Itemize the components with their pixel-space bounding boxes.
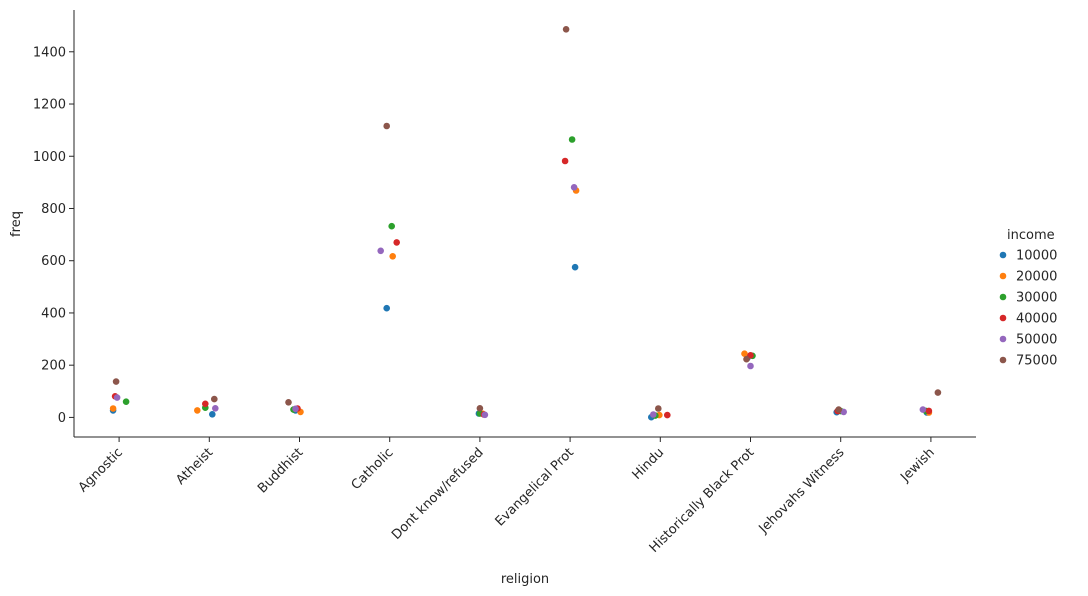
legend-marker [999,314,1007,322]
y-tick-label: 200 [41,359,66,374]
legend-entry-label: 30000 [1016,291,1057,306]
data-point [840,408,847,416]
data-point [650,411,657,418]
data-point [388,222,396,230]
x-tick-label: Buddhist [255,445,306,496]
y-tick-label: 600 [41,254,66,269]
data-point [919,406,927,413]
data-point [109,405,117,412]
data-point [383,304,391,312]
data-point [122,398,130,406]
data-point [481,411,489,419]
x-tick-label: Jewish [897,445,937,485]
data-point [570,184,578,191]
y-tick-label: 800 [41,202,66,217]
legend: income 10000 20000 30000 40000 50000 750… [999,228,1057,369]
legend-entry-label: 75000 [1016,354,1057,369]
legend-marker [999,335,1007,343]
legend-entry-label: 10000 [1016,249,1057,264]
data-point [209,411,216,418]
data-point [934,389,942,396]
data-point [212,405,219,412]
legend-entry-label: 50000 [1016,333,1057,348]
data-point [655,405,662,412]
legend-marker [999,356,1007,364]
plot-area: 0 200 400 600 800 1000 1200 1400 Agnostic Atheist… [33,10,976,556]
data-point [194,407,201,414]
data-point [112,378,120,385]
x-tick-label: Evangelical Prot [493,445,577,529]
data-point [571,263,579,271]
y-tick-label: 1200 [33,98,66,113]
data-point [561,157,569,165]
data-point [741,350,748,358]
x-tick-label: Hindu [630,445,668,483]
data-point [568,136,576,143]
data-point [664,411,671,419]
data-point [393,239,401,246]
data-point [113,394,121,401]
y-tick-label: 0 [58,411,66,426]
data-point [383,122,391,130]
data-point [202,400,209,408]
y-axis-label: freq [9,211,24,237]
data-point [292,405,299,413]
legend-marker [999,293,1007,301]
data-point [389,252,397,260]
y-tick-label: 1000 [33,150,66,165]
data-point [747,362,754,370]
x-tick-label: Dont know/refused [389,445,487,543]
data-point [211,395,218,403]
legend-marker [999,272,1007,280]
x-tick-label: Historically Black Prot [647,445,758,556]
x-tick-label: Jehovahs Witness [756,445,848,537]
data-point [476,405,484,412]
data-points [109,26,942,421]
x-tick-label: Agnostic [76,445,126,495]
x-tick-label: Atheist [173,445,216,488]
data-point [925,407,933,415]
data-point [285,399,292,406]
data-point [562,26,570,33]
data-point [743,355,750,363]
data-point [835,406,842,413]
y-tick-label: 1400 [33,45,66,60]
legend-entry-label: 20000 [1016,270,1057,285]
legend-title: income [1007,228,1055,243]
legend-marker [999,251,1007,259]
data-point [377,247,385,255]
x-axis-label: religion [501,572,549,587]
legend-entry-label: 40000 [1016,312,1057,327]
x-tick-label: Catholic [349,445,397,493]
y-tick-label: 400 [41,306,66,321]
